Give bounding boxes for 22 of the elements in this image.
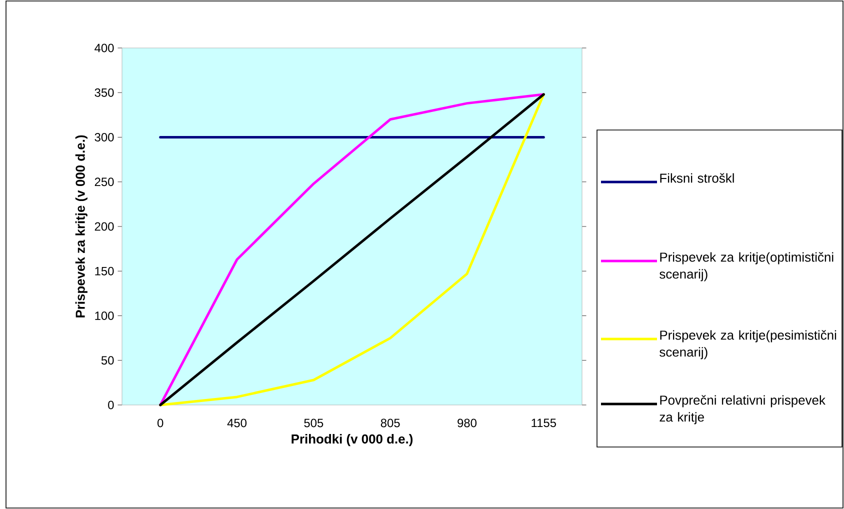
legend-label: Fiksni stroškl	[660, 173, 734, 183]
x-tick-label: 1155	[532, 418, 556, 428]
x-tick-label: 450	[227, 418, 247, 428]
y-tick-label: 50	[101, 356, 114, 365]
y-tick-label: 0	[108, 400, 114, 410]
y-tick-label: 300	[94, 133, 114, 142]
y-tick-label: 150	[95, 266, 114, 276]
legend-label: Povprečni relativni prispevek za kritje	[660, 395, 826, 424]
y-tick-label: 200	[94, 222, 114, 231]
y-axis-title: Prispevek za kritje (v 000 d.e.)	[75, 135, 88, 318]
y-tick-label: 100	[95, 312, 114, 320]
x-tick-label: 0	[157, 418, 164, 428]
line-series	[159, 93, 545, 406]
x-tick-label: 505	[304, 418, 324, 428]
x-tick-label: 805	[380, 418, 400, 428]
legend-label: Prispevek za kritje(pesimistični scenarij)	[660, 330, 836, 360]
y-tick-label: 250	[94, 178, 114, 186]
y-tick-label: 350	[94, 88, 114, 97]
x-tick-label: 980	[458, 418, 477, 428]
y-tick-label: 400	[94, 44, 114, 52]
legend-label: Prispevek za kritje(optimistični scenarij)	[660, 252, 834, 282]
x-axis-title: Prihodki (v 000 d.e.)	[292, 434, 413, 446]
